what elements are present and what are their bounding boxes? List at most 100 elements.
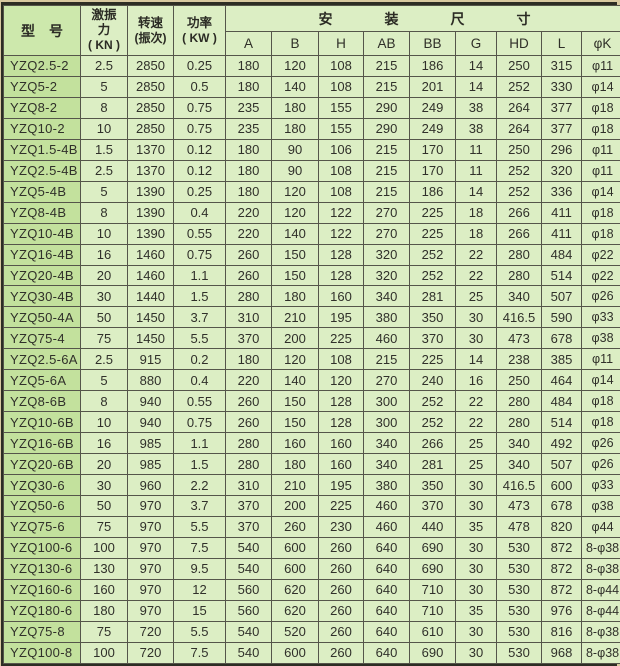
model-cell: YZQ2.5-4B [3, 159, 81, 182]
value-cell: 30 [455, 495, 497, 517]
value-cell: 30 [455, 557, 497, 580]
value-cell: 350 [409, 306, 456, 329]
value-cell: 530 [496, 599, 542, 622]
install-dims-char: 尺 [450, 10, 465, 27]
value-cell: 260 [318, 599, 364, 622]
value-cell: 150 [271, 390, 319, 413]
value-cell: 10 [80, 222, 128, 245]
col-header-install-dims: 安装尺寸 [224, 5, 620, 32]
table-row: YZQ2.5-4B 2.5 1370 0.12 180 90 108 215 170 11 252 3… [3, 159, 620, 182]
value-cell: 210 [271, 474, 319, 497]
value-cell: 170 [409, 159, 456, 182]
value-cell: 7.5 [173, 536, 226, 559]
table-row: YZQ100-8 100 720 7.5 540 600 260 640 690 30 530 968… [3, 641, 620, 665]
value-cell: 514 [541, 264, 582, 287]
col-header-dim-H: H [318, 31, 364, 56]
model-cell: YZQ10-2 [3, 117, 81, 140]
value-cell: 620 [271, 599, 319, 622]
value-cell: 640 [363, 557, 410, 580]
value-cell: 3.7 [173, 306, 226, 329]
value-cell: 8-φ38 [580, 557, 620, 580]
value-cell: 252 [496, 159, 542, 182]
value-cell: 0.75 [173, 96, 226, 119]
value-cell: 18 [455, 201, 497, 224]
value-cell: 9.5 [173, 557, 226, 580]
value-cell: 120 [318, 369, 364, 392]
value-cell: 235 [225, 96, 272, 119]
value-cell: 128 [318, 264, 364, 287]
table-row: YZQ1.5-4B 1.5 1370 0.12 180 90 106 215 170 11 250 2… [3, 138, 620, 161]
value-cell: 0.12 [173, 159, 226, 182]
value-cell: 0.55 [173, 222, 226, 245]
value-cell: 30 [455, 620, 497, 643]
value-cell: φ11 [580, 348, 620, 371]
value-cell: 120 [271, 180, 319, 203]
table-header: 型 号 激振 力 ( KN ) 转速 (振次) 功率 ( KW ) 安 装 尺 寸 [3, 5, 620, 56]
value-cell: 872 [541, 557, 582, 580]
value-cell: 290 [363, 96, 410, 119]
install-dims-char: 装 [384, 10, 399, 27]
value-cell: 200 [271, 495, 319, 517]
value-cell: 380 [363, 306, 410, 329]
model-cell: YZQ2.5-6A [3, 348, 81, 371]
value-cell: 186 [409, 55, 456, 77]
value-cell: 252 [496, 75, 542, 98]
value-cell: φ26 [580, 453, 620, 476]
value-cell: 225 [318, 327, 364, 350]
value-cell: 5.5 [173, 515, 226, 538]
value-cell: φ11 [580, 138, 620, 161]
value-cell: 530 [496, 578, 542, 601]
model-cell: YZQ8-6B [3, 390, 81, 413]
value-cell: 180 [225, 180, 272, 203]
value-cell: 280 [496, 264, 542, 287]
value-cell: 122 [318, 201, 364, 224]
value-cell: 8 [80, 390, 128, 413]
value-cell: 90 [271, 159, 319, 182]
value-cell: 225 [409, 348, 456, 371]
value-cell: 1390 [127, 201, 174, 224]
header-row-dims: A B H AB BB G HD L φK [4, 31, 620, 56]
value-cell: 11 [455, 159, 497, 182]
value-cell: 120 [271, 201, 319, 224]
value-cell: 340 [496, 285, 542, 308]
value-cell: 238 [496, 348, 542, 371]
value-cell: 7.5 [173, 641, 226, 665]
value-cell: 678 [541, 327, 582, 350]
value-cell: 220 [225, 222, 272, 245]
value-cell: 215 [363, 75, 410, 98]
value-cell: 1.5 [173, 285, 226, 308]
value-cell: 2850 [127, 117, 174, 140]
value-cell: 260 [225, 264, 272, 287]
value-cell: 640 [363, 599, 410, 622]
model-cell: YZQ75-4 [3, 327, 81, 350]
value-cell: 1390 [127, 222, 174, 245]
table-row: YZQ16-6B 16 985 1.1 280 160 160 340 266 25 340 492 φ… [3, 432, 620, 455]
force-header-unit: ( KN ) [88, 38, 120, 52]
value-cell: 340 [363, 453, 410, 476]
value-cell: 215 [363, 159, 410, 182]
value-cell: 38 [455, 117, 497, 140]
value-cell: φ38 [580, 327, 620, 350]
value-cell: φ33 [580, 306, 620, 329]
value-cell: 12 [173, 578, 226, 601]
value-cell: 220 [225, 201, 272, 224]
model-cell: YZQ130-6 [3, 557, 81, 580]
value-cell: 35 [455, 599, 497, 622]
model-cell: YZQ16-4B [3, 243, 81, 266]
value-cell: 320 [363, 243, 410, 266]
value-cell: 180 [225, 75, 272, 98]
value-cell: 250 [496, 138, 542, 161]
value-cell: 872 [541, 578, 582, 601]
value-cell: 195 [318, 306, 364, 329]
value-cell: 816 [541, 620, 582, 643]
model-cell: YZQ50-6 [3, 495, 81, 517]
value-cell: 30 [455, 306, 497, 329]
value-cell: 970 [127, 578, 174, 601]
table-row: YZQ50-4A 50 1450 3.7 310 210 195 380 350 30 416.5 5… [3, 306, 620, 329]
col-header-dim-AB: AB [363, 31, 410, 56]
value-cell: 940 [127, 411, 174, 434]
value-cell: 20 [80, 453, 128, 476]
table-row: YZQ8-4B 8 1390 0.4 220 120 122 270 225 18 266 411 φ1… [3, 201, 620, 224]
table-row: YZQ20-6B 20 985 1.5 280 180 160 340 281 25 340 507 φ… [3, 453, 620, 476]
value-cell: 530 [496, 536, 542, 559]
